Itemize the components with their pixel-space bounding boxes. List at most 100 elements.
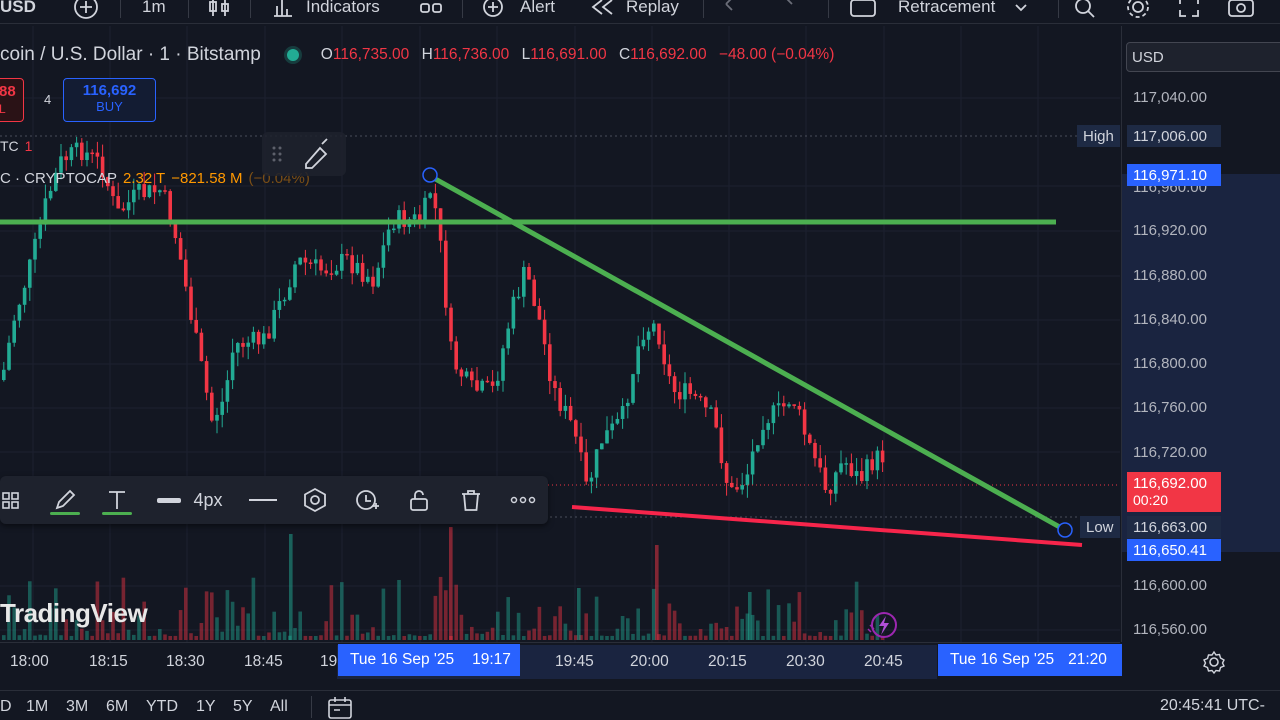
settings-button[interactable] — [1124, 0, 1152, 22]
object-settings-button[interactable] — [296, 476, 334, 524]
candle-body — [470, 371, 474, 381]
volume-bar — [282, 631, 287, 640]
range-button-5y[interactable]: 5Y — [233, 698, 253, 715]
alarm-clock-icon — [483, 0, 503, 17]
replay-button[interactable]: Replay — [588, 0, 679, 22]
line-color-button[interactable] — [46, 476, 84, 524]
sell-button[interactable]: 88 L — [0, 78, 24, 122]
candle-body — [236, 343, 240, 353]
candle-body — [277, 301, 282, 310]
volume-bar — [147, 635, 152, 640]
text-color-button[interactable] — [98, 476, 136, 524]
candle-body — [693, 393, 698, 397]
chart-pane[interactable] — [0, 26, 1120, 642]
lightning-event-icon[interactable] — [866, 609, 900, 641]
descending-trendline[interactable] — [428, 173, 1067, 533]
range-button-ytd[interactable]: YTD — [146, 698, 178, 715]
candle-body — [22, 287, 27, 305]
range-button-d[interactable]: D — [0, 698, 12, 715]
volume-bar — [69, 635, 74, 640]
chart-type-button[interactable] — [206, 0, 232, 22]
candle-body — [194, 319, 198, 333]
volume-bar — [329, 585, 334, 640]
candle-body — [797, 405, 802, 410]
axis-settings-icon[interactable] — [1202, 650, 1226, 674]
candle-body — [782, 403, 786, 407]
open-key: O — [320, 46, 333, 63]
volume-bar — [522, 635, 526, 640]
line-width-button[interactable]: 4px — [152, 476, 228, 524]
add-alert-button[interactable] — [348, 476, 386, 524]
candle-body — [657, 323, 661, 345]
volume-bar — [246, 613, 250, 640]
chevron-down-icon — [1015, 4, 1027, 12]
volume-bar — [272, 611, 276, 640]
volume-bar — [490, 627, 495, 640]
more-button[interactable] — [504, 476, 542, 524]
buy-button[interactable]: 116,692 BUY — [63, 78, 156, 122]
alert-label: Alert — [520, 0, 555, 16]
calendar-goto-icon[interactable] — [326, 694, 354, 720]
candle-body — [7, 342, 11, 370]
symbol-title[interactable]: coin / U.S. Dollar · 1 · Bitstamp — [0, 44, 261, 65]
search-button[interactable] — [1072, 0, 1098, 22]
currency-selector[interactable]: USD — [1126, 42, 1280, 72]
volume-bar — [262, 635, 266, 640]
interval-button[interactable]: 1m — [142, 0, 166, 22]
add-symbol-button[interactable] — [72, 0, 100, 22]
templates-button[interactable] — [418, 0, 444, 22]
crosshair-price-tag: 116,971.10 — [1127, 164, 1221, 186]
support-trendline[interactable] — [571, 505, 1083, 547]
symbol-search-button[interactable]: USD — [0, 0, 36, 22]
fullscreen-button[interactable] — [1176, 0, 1202, 22]
volume-bar — [719, 628, 724, 640]
candle-body — [74, 142, 79, 148]
grid-drag-icon — [2, 492, 19, 509]
high-key: H — [421, 46, 433, 63]
volume-bar — [90, 635, 94, 640]
volume-bar — [516, 612, 521, 640]
volume-bar — [844, 609, 848, 640]
volume-bar — [340, 582, 344, 640]
floating-drawing-tool[interactable] — [262, 132, 346, 176]
volume-bar — [745, 613, 750, 640]
delete-button[interactable] — [452, 476, 490, 524]
range-button-1y[interactable]: 1Y — [196, 698, 216, 715]
range-button-all[interactable]: All — [270, 698, 288, 715]
redo-button[interactable] — [772, 0, 798, 22]
line-style-button[interactable] — [244, 476, 282, 524]
time-tag-end-date: Tue 16 Sep '25 — [950, 651, 1055, 668]
volume-bar — [589, 635, 594, 640]
toolbar-drag-button[interactable] — [0, 476, 28, 524]
range-button-6m[interactable]: 6M — [106, 698, 129, 715]
indicator-legend-1[interactable]: TC 1 — [0, 138, 32, 154]
alert-button[interactable]: Alert — [480, 0, 555, 22]
range-button-3m[interactable]: 3M — [66, 698, 89, 715]
snapshot-button[interactable] — [1226, 0, 1256, 22]
candle-body — [610, 423, 614, 431]
candle-body — [90, 152, 94, 155]
volume-bar — [496, 611, 500, 640]
candle-body — [516, 296, 521, 299]
range-button-1m[interactable]: 1M — [26, 698, 49, 715]
volume-bar — [381, 588, 386, 640]
candle-body — [776, 403, 781, 406]
indicators-button[interactable]: Indicators — [270, 0, 380, 22]
replay-label: Replay — [626, 0, 679, 16]
volume-bar — [17, 635, 22, 640]
volume-bar — [407, 634, 412, 640]
undo-button[interactable] — [720, 0, 746, 22]
utc-clock[interactable]: 20:45:41 UTC- — [1160, 697, 1265, 714]
candle-body — [626, 402, 630, 407]
price-tick: 116,840.00 — [1133, 311, 1207, 328]
drawing-tool-button[interactable]: Retracement — [848, 0, 1031, 22]
candle-body — [64, 156, 68, 161]
trendline-anchor-start[interactable] — [422, 167, 438, 183]
drag-handle-icon[interactable] — [262, 132, 346, 176]
toolbar-divider — [1058, 0, 1059, 18]
search-icon — [1075, 0, 1095, 18]
candle-body — [709, 407, 713, 409]
lock-button[interactable] — [400, 476, 438, 524]
price-chart[interactable] — [0, 26, 1120, 642]
trendline-anchor-end[interactable] — [1057, 522, 1073, 538]
